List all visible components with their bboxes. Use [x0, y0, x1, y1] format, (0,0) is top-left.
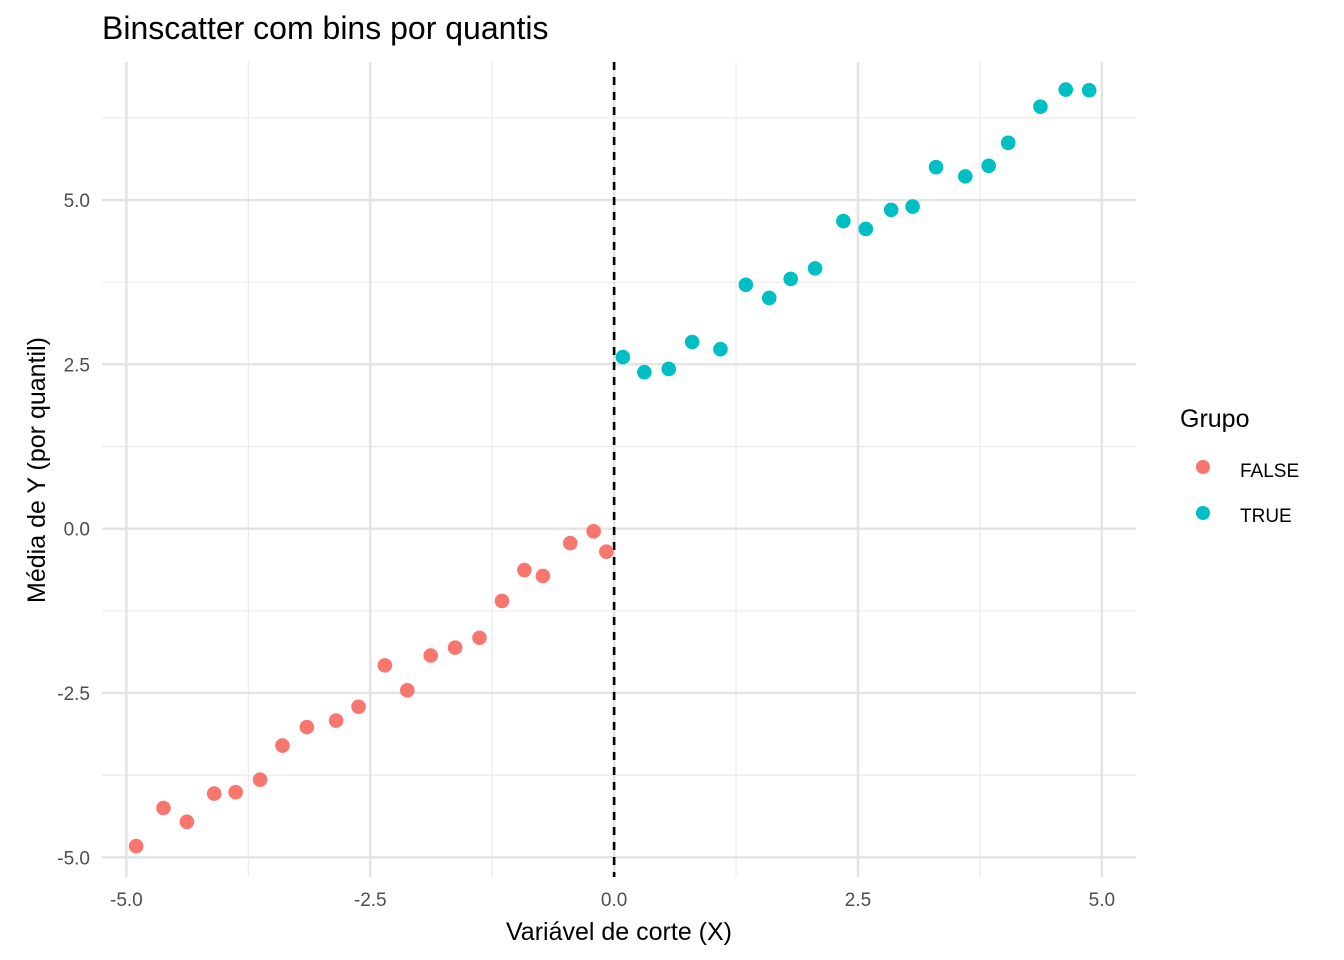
data-point	[957, 169, 973, 184]
legend-label-true: TRUE	[1240, 506, 1292, 527]
data-point	[599, 544, 614, 559]
data-point	[328, 713, 344, 728]
data-point	[423, 648, 439, 663]
data-point	[928, 159, 944, 175]
y-tick-label: -2.5	[57, 684, 90, 705]
data-point	[684, 334, 700, 350]
y-tick-label: 2.5	[64, 355, 90, 376]
data-point	[836, 213, 851, 229]
data-point	[517, 562, 532, 578]
series-true	[615, 82, 1097, 380]
data-point	[351, 699, 366, 715]
legend-key-false	[1196, 460, 1210, 474]
data-point	[128, 838, 144, 854]
data-point	[905, 199, 920, 214]
legend: Grupo FALSE TRUE	[1180, 405, 1299, 527]
data-point	[156, 800, 171, 816]
data-point	[807, 261, 823, 276]
data-point	[447, 640, 463, 655]
axis-layer: -5.0 -2.5 0.0 2.5 5.0 -5.0 -2.5 0.0 2.5 5.0	[57, 191, 1115, 911]
x-tick-label: -5.0	[110, 890, 143, 911]
data-point	[761, 290, 777, 306]
data-point	[228, 784, 243, 800]
data-point	[1033, 99, 1048, 114]
data-point	[738, 277, 754, 293]
data-point	[858, 221, 874, 237]
y-tick-label: 5.0	[64, 191, 90, 212]
legend-key-true	[1196, 506, 1210, 520]
y-tick-label: -5.0	[57, 848, 90, 869]
data-point	[494, 593, 510, 609]
legend-title: Grupo	[1180, 405, 1249, 433]
data-point	[535, 568, 551, 584]
data-point	[275, 738, 290, 753]
data-point	[981, 158, 997, 174]
data-point	[586, 523, 601, 539]
data-point	[883, 202, 899, 218]
x-axis-title: Variável de corte (X)	[506, 918, 732, 946]
data-point	[400, 683, 415, 698]
y-axis-title: Média de Y (por quantil)	[23, 337, 51, 603]
data-point	[713, 341, 728, 357]
data-point	[206, 786, 222, 801]
data-point	[299, 719, 315, 735]
data-point	[1000, 135, 1016, 151]
x-tick-label: -2.5	[354, 890, 387, 911]
data-point	[562, 535, 578, 551]
y-tick-label: 0.0	[64, 520, 90, 541]
points-layer	[128, 82, 1097, 854]
series-false	[128, 523, 614, 854]
data-point	[377, 658, 393, 673]
legend-label-false: FALSE	[1240, 461, 1299, 482]
x-tick-label: 2.5	[845, 890, 871, 911]
grid-layer	[102, 62, 1136, 877]
data-point	[783, 271, 798, 287]
x-tick-label: 5.0	[1089, 890, 1115, 911]
data-point	[179, 814, 195, 830]
data-point	[252, 772, 268, 788]
data-point	[661, 361, 677, 377]
chart-title: Binscatter com bins por quantis	[102, 10, 549, 46]
data-point	[615, 349, 631, 365]
x-tick-label: 0.0	[601, 890, 627, 911]
data-point	[472, 630, 487, 646]
data-point	[637, 364, 652, 380]
data-point	[1081, 82, 1097, 98]
data-point	[1058, 82, 1074, 97]
